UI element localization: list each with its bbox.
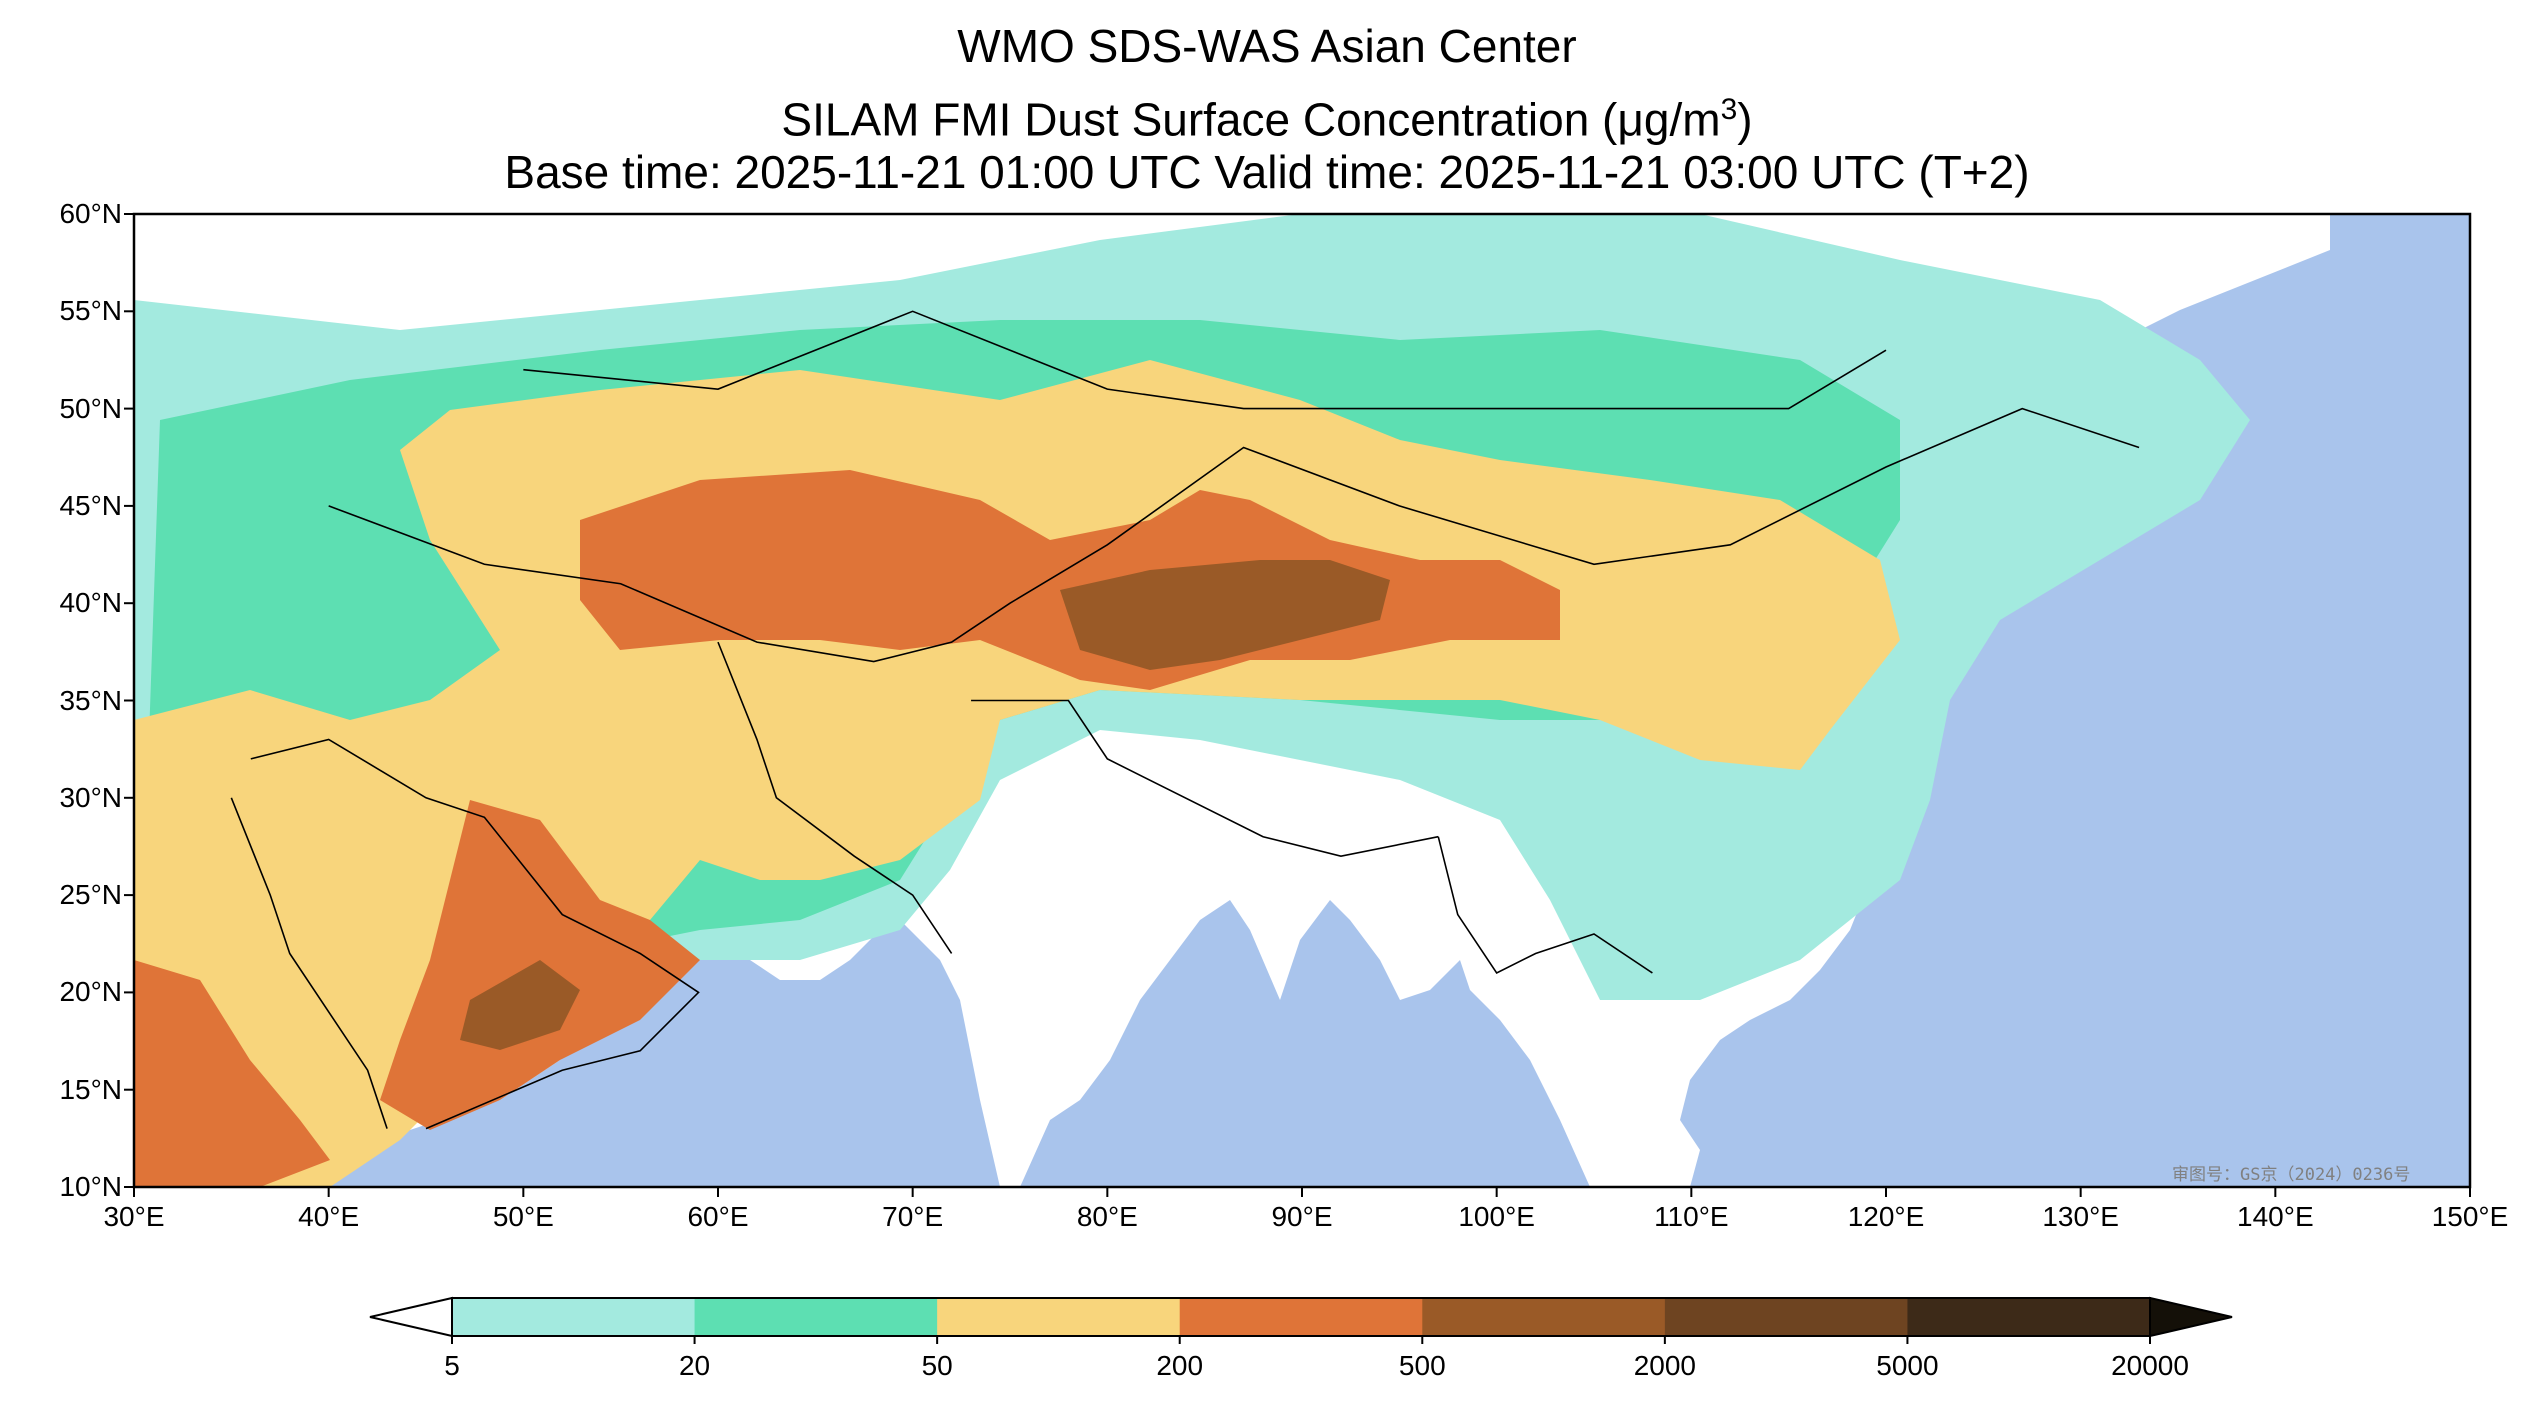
lat-tick-label: 60°N bbox=[59, 198, 122, 229]
colorbar-level-label: 5 bbox=[444, 1350, 460, 1381]
title-suffix: ) bbox=[1737, 93, 1753, 146]
lon-tick-label: 80°E bbox=[1076, 1201, 1138, 1232]
country-borders bbox=[230, 310, 2140, 1130]
lat-tick-label: 30°N bbox=[59, 781, 122, 813]
border-line bbox=[1437, 836, 1653, 974]
colorbar-level-label: 20 bbox=[678, 1350, 711, 1381]
lat-tick-label: 50°N bbox=[59, 392, 122, 424]
border-line bbox=[230, 797, 388, 1129]
dust-layer-500 bbox=[460, 560, 1390, 1050]
lon-tick-label: 70°E bbox=[882, 1201, 944, 1232]
lon-tick-label: 120°E bbox=[1847, 1201, 1925, 1232]
map-title-line3: Base time: 2025-11-21 01:00 UTC Valid ti… bbox=[504, 146, 2030, 198]
map-title-line1: WMO SDS-WAS Asian Center bbox=[957, 20, 1577, 72]
lon-tick-label: 110°E bbox=[1654, 1201, 1729, 1232]
lat-tick-label: 25°N bbox=[59, 879, 122, 911]
border-line bbox=[250, 738, 700, 1130]
lon-tick-label: 50°E bbox=[492, 1201, 554, 1232]
lon-tick-label: 30°E bbox=[103, 1201, 165, 1232]
colorbar-level-label: 200 bbox=[1156, 1350, 1204, 1381]
border-line bbox=[971, 699, 1439, 857]
colorbar-level-label: 50 bbox=[921, 1350, 953, 1381]
lat-tick-label: 45°N bbox=[59, 489, 122, 521]
lon-tick-label: 90°E bbox=[1271, 1201, 1333, 1232]
lat-tick-label: 35°N bbox=[59, 684, 122, 716]
colorbar-level-label: 500 bbox=[1398, 1350, 1446, 1381]
review-stamp: 审图号：GS京（2024）0236号 bbox=[2172, 1165, 2411, 1185]
axis-ticks bbox=[124, 213, 2471, 1197]
title-unit: μg/m bbox=[1617, 93, 1721, 146]
lat-tick-label: 40°N bbox=[59, 587, 122, 619]
colorbar-level-label: 5000 bbox=[1876, 1350, 1939, 1381]
lon-tick-label: 150°E bbox=[2431, 1201, 2509, 1232]
map-title-line2: SILAM FMI Dust Surface Concentration (μg… bbox=[0, 84, 2534, 145]
colorbar-level-label: 20000 bbox=[2111, 1350, 2189, 1381]
lat-tick-label: 55°N bbox=[59, 295, 122, 327]
title-unit-sup: 3 bbox=[1720, 93, 1738, 126]
lat-tick-label: 15°N bbox=[59, 1073, 122, 1105]
title-prefix: SILAM FMI Dust Surface Concentration ( bbox=[781, 93, 1618, 146]
border-line bbox=[328, 407, 2140, 663]
colorbar-level-label: 2000 bbox=[1633, 1350, 1696, 1381]
border-line bbox=[523, 310, 1887, 410]
border-line bbox=[717, 641, 953, 954]
lon-tick-label: 100°E bbox=[1458, 1201, 1535, 1232]
lat-tick-label: 20°N bbox=[59, 976, 122, 1008]
lon-tick-label: 60°E bbox=[687, 1201, 749, 1232]
lon-tick-label: 140°E bbox=[2237, 1201, 2314, 1232]
lat-tick-label: 10°N bbox=[59, 1171, 122, 1202]
lon-tick-label: 130°E bbox=[2042, 1201, 2119, 1232]
lon-tick-label: 40°E bbox=[298, 1201, 360, 1232]
